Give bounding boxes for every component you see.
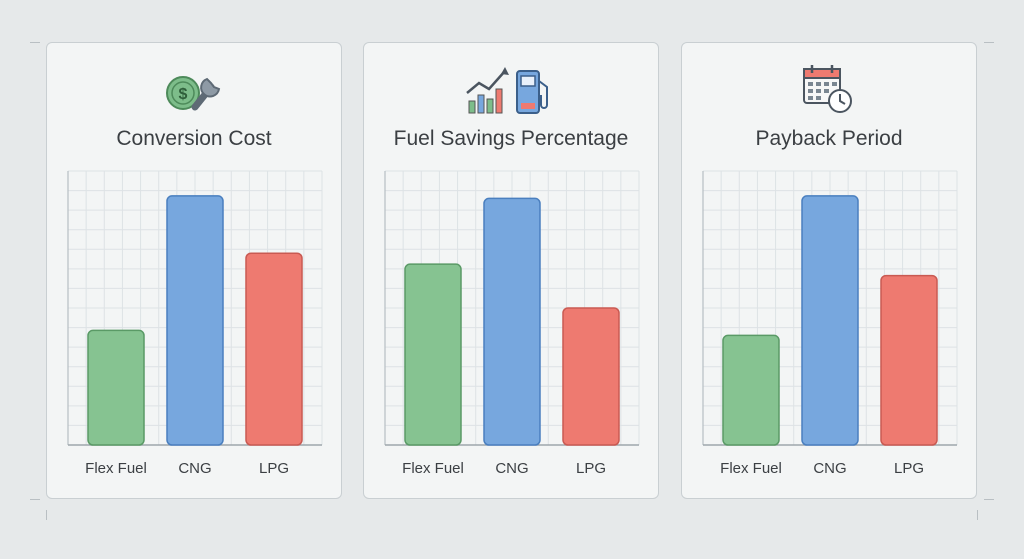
chart-panel-fuel-savings: Fuel Savings Percentage Flex Fuel CNG LPG bbox=[363, 42, 659, 499]
crop-mark bbox=[46, 510, 47, 520]
bar-chart: Flex Fuel CNG LPG bbox=[67, 170, 323, 477]
crop-mark bbox=[30, 499, 40, 500]
bar-cng bbox=[801, 195, 859, 446]
bar-lpg bbox=[245, 252, 303, 446]
crop-mark bbox=[30, 42, 40, 43]
chart-title: Payback Period bbox=[755, 127, 903, 150]
bar-flex-fuel bbox=[87, 329, 145, 446]
bar-chart: Flex Fuel CNG LPG bbox=[384, 170, 640, 477]
x-tick-label: Flex Fuel bbox=[720, 460, 782, 477]
svg-text:$: $ bbox=[179, 86, 188, 103]
bar-lpg bbox=[880, 274, 938, 446]
bar-cng bbox=[166, 195, 224, 446]
crop-mark bbox=[984, 42, 994, 43]
crop-mark bbox=[977, 510, 978, 520]
growth-chart-fuel-pump-icon bbox=[364, 63, 658, 117]
bar-flex-fuel bbox=[722, 334, 780, 446]
bar-chart: Flex Fuel CNG LPG bbox=[702, 170, 958, 477]
x-tick-label: CNG bbox=[178, 460, 211, 477]
x-tick-label: CNG bbox=[495, 460, 528, 477]
chart-title: Conversion Cost bbox=[116, 127, 272, 150]
x-tick-label: LPG bbox=[576, 460, 606, 477]
x-tick-label: CNG bbox=[813, 460, 846, 477]
x-tick-label: Flex Fuel bbox=[402, 460, 464, 477]
bar-cng bbox=[483, 197, 541, 446]
x-tick-label: Flex Fuel bbox=[85, 460, 147, 477]
calendar-clock-icon bbox=[682, 63, 976, 117]
x-tick-label: LPG bbox=[894, 460, 924, 477]
crop-mark bbox=[984, 499, 994, 500]
chart-panel-conversion-cost: $ Conversion Cost Flex Fuel CNG LPG bbox=[46, 42, 342, 499]
money-wrench-icon: $ bbox=[47, 63, 341, 117]
bar-flex-fuel bbox=[404, 263, 462, 446]
chart-title: Fuel Savings Percentage bbox=[393, 127, 629, 150]
bar-lpg bbox=[562, 307, 620, 446]
chart-panel-payback-period: Payback Period Flex Fuel CNG LPG bbox=[681, 42, 977, 499]
x-tick-label: LPG bbox=[259, 460, 289, 477]
